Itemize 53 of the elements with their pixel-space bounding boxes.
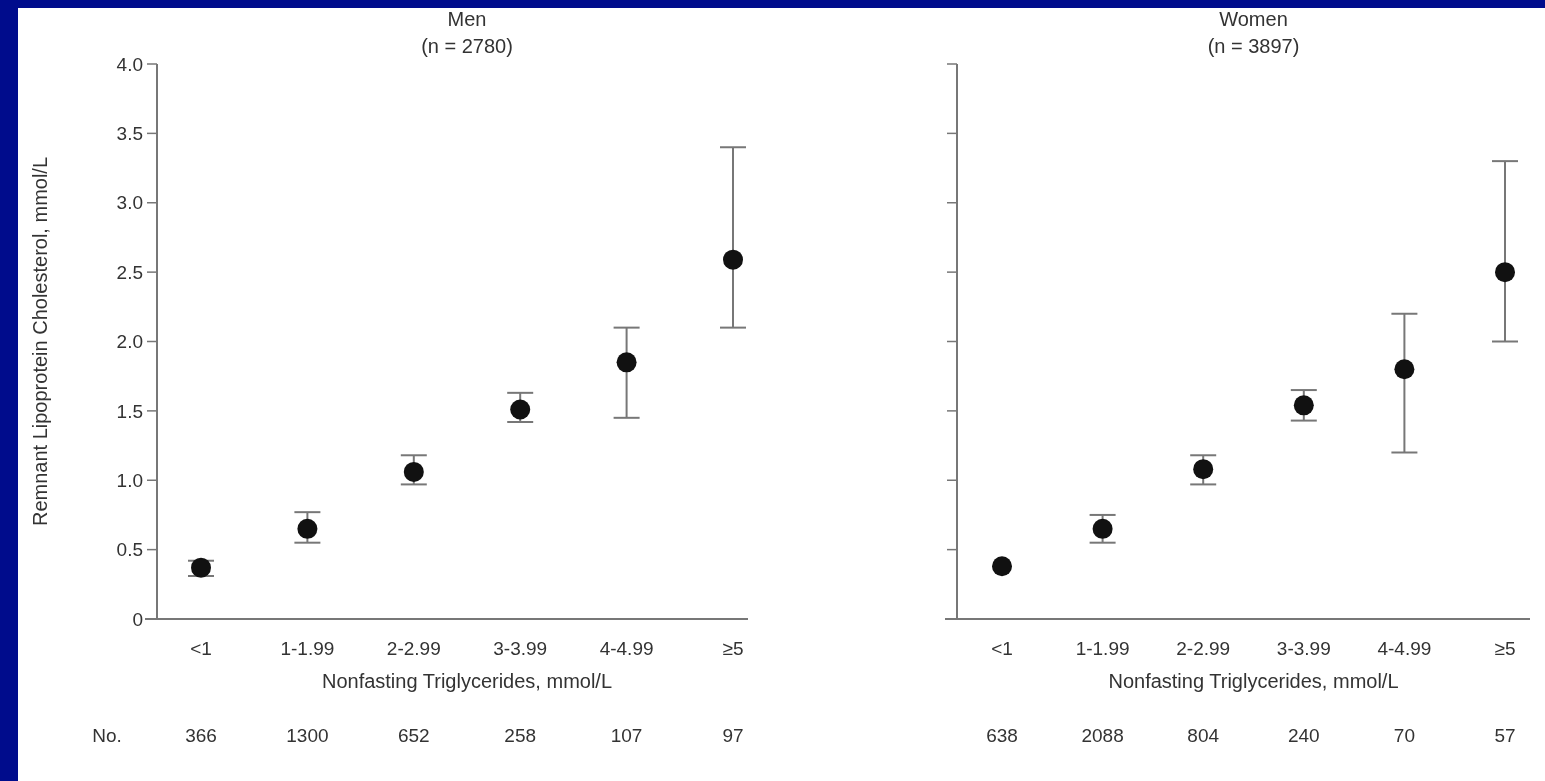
point: [1092, 518, 1113, 539]
chart-subtitle: (n = 3897): [1207, 35, 1300, 57]
x-tick-label: 1-1.99: [1075, 638, 1130, 659]
x-tick-label: <1: [991, 638, 1013, 659]
text: 804: [1187, 725, 1220, 746]
y-tick-label: 1.0: [116, 469, 143, 491]
point: [992, 556, 1012, 577]
point: [1394, 359, 1415, 380]
text: 107: [610, 725, 643, 746]
y-tick-label: 0: [132, 608, 143, 630]
text: 652: [397, 725, 430, 746]
text: 1300: [286, 725, 329, 746]
text: 97: [722, 725, 744, 746]
y-tick-label: 2.5: [116, 261, 143, 283]
y-tick-label: 1.5: [116, 400, 143, 422]
x-tick-label: ≥5: [722, 638, 744, 659]
x-axis-title: Nonfasting Triglycerides, mmol/L: [321, 670, 613, 692]
point: [297, 518, 318, 539]
x-tick-label: 3-3.99: [493, 638, 548, 659]
chart-subtitle: (n = 2780): [421, 35, 513, 57]
text: 2088: [1081, 725, 1124, 746]
text: 57: [1494, 725, 1516, 746]
x-tick-label: <1: [190, 638, 212, 659]
y-tick-label: 0.5: [116, 539, 143, 561]
point: [510, 399, 531, 420]
x-tick-label: ≥5: [1494, 638, 1516, 659]
point: [1193, 459, 1214, 480]
point: [723, 249, 743, 270]
point: [403, 461, 424, 482]
text: 240: [1287, 725, 1320, 746]
y-tick-label: 3.5: [116, 123, 143, 145]
x-tick-label: 2-2.99: [386, 638, 441, 659]
y-tick-label: 4.0: [116, 53, 143, 75]
x-tick-label: 2-2.99: [1176, 638, 1231, 659]
y-axis-title: Remnant Lipoprotein Cholesterol, mmol/L: [29, 156, 51, 527]
chart-title: Women: [1219, 8, 1288, 30]
x-tick-label: 4-4.99: [1377, 638, 1432, 659]
x-tick-label: 1-1.99: [280, 638, 335, 659]
chart-title: Men: [447, 8, 487, 30]
point: [191, 557, 211, 578]
text: 366: [185, 725, 217, 746]
point: [616, 352, 637, 373]
y-tick-label: 3.0: [116, 192, 143, 214]
x-axis-title: Nonfasting Triglycerides, mmol/L: [1108, 670, 1399, 692]
text: 258: [504, 725, 537, 746]
y-tick-label: 2.0: [116, 331, 143, 353]
point: [1495, 262, 1515, 283]
x-tick-label: 4-4.99: [599, 638, 654, 659]
point: [1293, 395, 1314, 416]
text: 638: [986, 725, 1018, 746]
x-tick-label: 3-3.99: [1276, 638, 1331, 659]
text: 70: [1393, 725, 1415, 746]
text: No.: [92, 725, 122, 746]
